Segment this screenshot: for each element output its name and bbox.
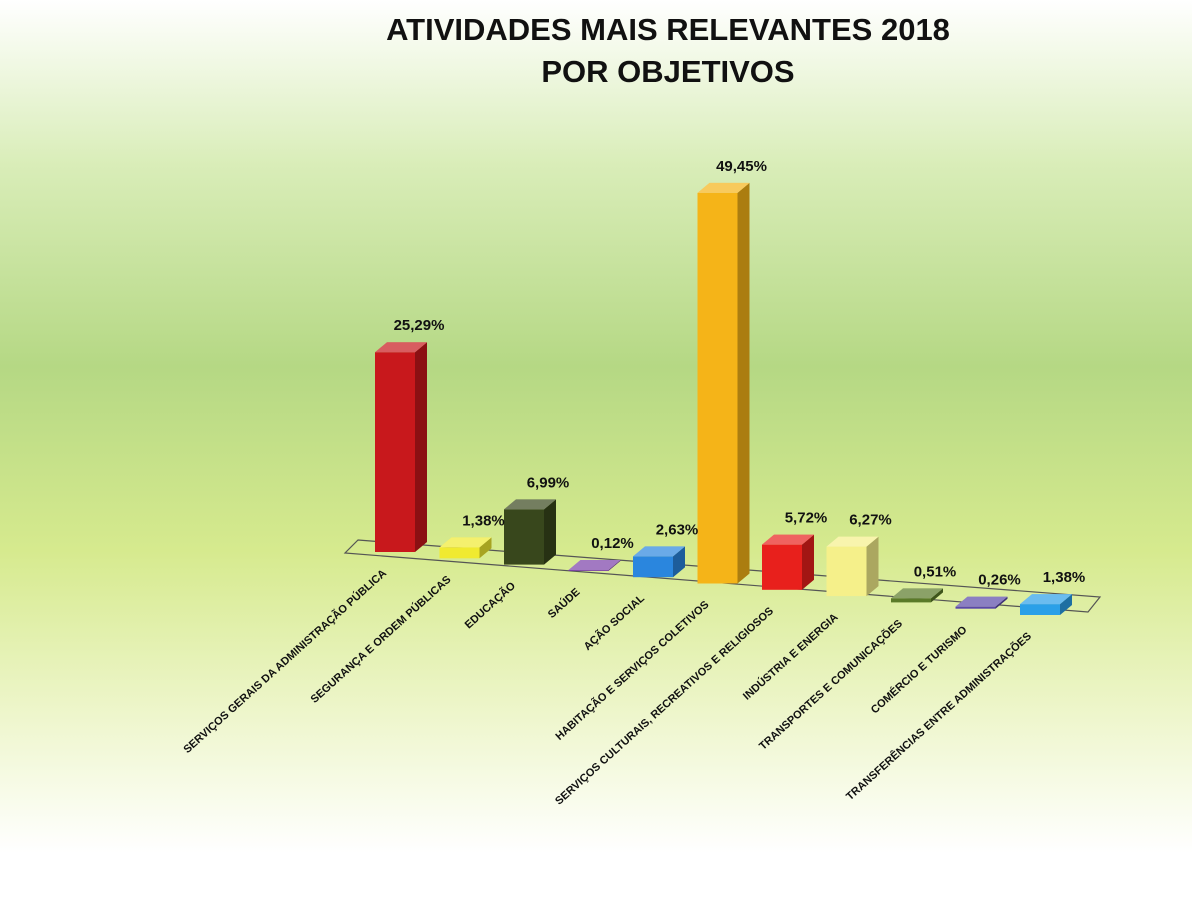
bar-top-shade [633,546,685,557]
bar [826,536,879,597]
bar-side [673,546,685,578]
bar-side [608,559,621,571]
bar-top-shade [1020,594,1072,605]
bar-front [633,556,673,578]
bar-top [762,534,814,545]
bar-top [826,536,879,547]
data-label: 0,51% [914,563,957,580]
bar-top-shade [697,182,750,193]
bar-side-shade [479,537,492,559]
bar-side-shade [866,536,879,597]
bar-top [955,596,1008,607]
bar-side [544,499,556,565]
bar [375,342,427,552]
bar-side-shade [544,499,556,565]
bar-side [866,536,879,597]
bar [633,546,685,578]
bar-top [504,499,556,510]
bar-front [568,569,609,571]
bar-top-shade [762,534,814,545]
bar-top-shade [891,588,943,599]
bar [504,499,556,565]
bar-top-shade [568,559,621,570]
bar-side-shade [415,342,427,552]
bar-front [955,606,996,609]
bar [891,588,943,603]
chart-title: ATIVIDADES MAIS RELEVANTES 2018 [386,12,950,47]
bar-side [802,534,814,590]
bars [375,182,1072,615]
bar-front [762,544,802,590]
bar-front [697,192,738,584]
bar-top [633,546,685,557]
bar-side-shade [673,546,685,578]
bar-side [737,182,750,584]
bar [762,534,814,590]
bar-top-shade [375,342,427,353]
bar-side [479,537,492,559]
bar-top-shade [504,499,556,510]
bar-top-shade [826,536,879,547]
bar-side [415,342,427,552]
data-label: 2,63% [656,521,699,538]
bar [1020,594,1072,615]
bar-top-shade [955,596,1008,607]
bar-front [826,546,867,597]
bar-side-shade [995,596,1008,609]
bar-side [1060,594,1072,615]
data-label: 49,45% [716,158,767,175]
data-label: 6,27% [849,512,892,529]
bar-front [375,352,415,552]
bar-front [1020,604,1060,615]
bar-side-shade [608,559,621,571]
bar-side-shade [737,182,750,584]
bar-side-shade [1060,594,1072,615]
bar-top [891,588,943,599]
bar-side-shade [802,534,814,590]
data-label: 0,12% [591,535,634,552]
bar-top [568,559,621,570]
data-label: 25,29% [394,317,445,334]
bar-top [375,342,427,353]
bar-top-shade [439,537,492,548]
data-label: 1,38% [462,512,505,529]
chart-subtitle: POR OBJETIVOS [541,54,794,89]
bar [568,559,621,571]
bar-front [891,598,931,603]
bar-side-shade [931,588,943,603]
bar-front [504,509,544,565]
bar-side [931,588,943,603]
data-label: 6,99% [527,474,570,491]
bar [697,182,750,584]
bar-top [697,182,750,193]
data-label: 0,26% [978,572,1021,589]
bar-front [439,547,480,559]
bar-side [995,596,1008,609]
bar [439,537,492,559]
bar-top [439,537,492,548]
data-label: 1,38% [1043,569,1086,586]
bar-top [1020,594,1072,605]
bar [955,596,1008,609]
data-label: 5,72% [785,510,828,527]
